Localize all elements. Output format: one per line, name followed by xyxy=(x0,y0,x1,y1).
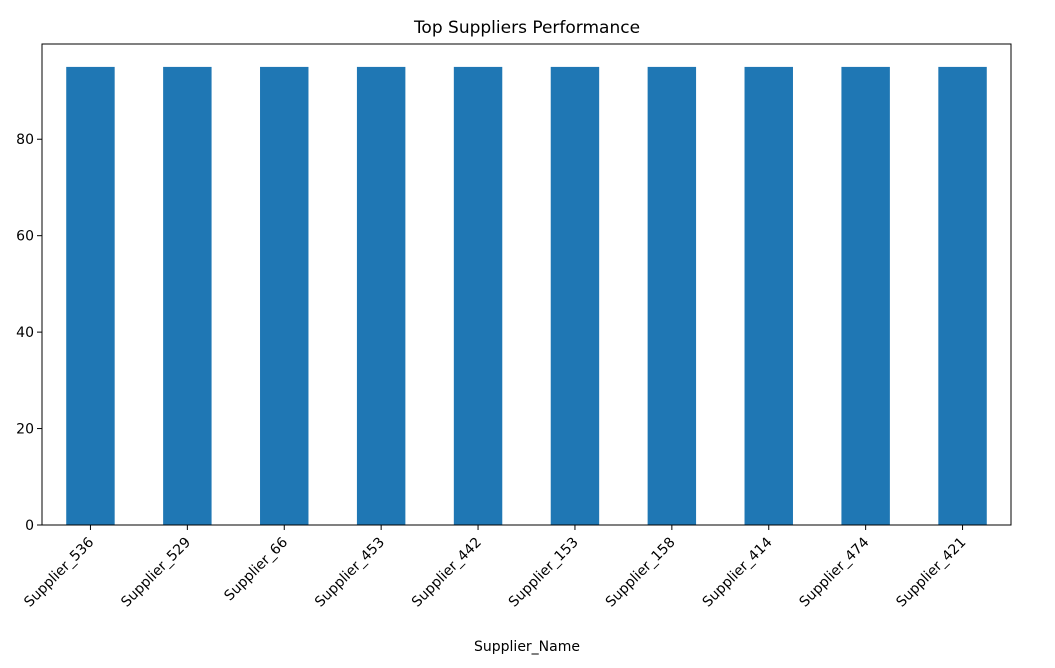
chart-title: Top Suppliers Performance xyxy=(413,18,640,38)
x-axis-label: Supplier_Name xyxy=(474,639,580,655)
plot-frame xyxy=(41,43,1012,526)
y-tick-label: 0 xyxy=(25,518,34,534)
bar xyxy=(453,66,503,526)
bar xyxy=(550,66,600,526)
bar xyxy=(938,66,987,526)
y-axis-ticks: 0 20 40 60 80 xyxy=(16,132,42,534)
bar xyxy=(356,66,406,526)
bar xyxy=(841,66,890,526)
bar xyxy=(260,66,309,526)
bar xyxy=(66,66,115,526)
y-tick-label: 20 xyxy=(16,422,34,438)
bar xyxy=(163,66,212,526)
y-tick-label: 80 xyxy=(16,132,34,148)
bar xyxy=(647,66,697,526)
y-tick-label: 40 xyxy=(16,325,34,341)
y-tick-label: 60 xyxy=(16,229,34,245)
bars-group xyxy=(66,66,987,526)
bar xyxy=(744,66,793,526)
